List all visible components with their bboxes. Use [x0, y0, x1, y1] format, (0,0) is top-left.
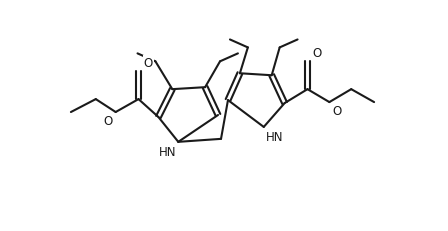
Text: HN: HN [159, 145, 176, 158]
Text: HN: HN [266, 130, 283, 143]
Text: O: O [143, 57, 153, 70]
Text: O: O [312, 47, 322, 60]
Text: O: O [332, 105, 341, 118]
Text: O: O [103, 115, 112, 128]
